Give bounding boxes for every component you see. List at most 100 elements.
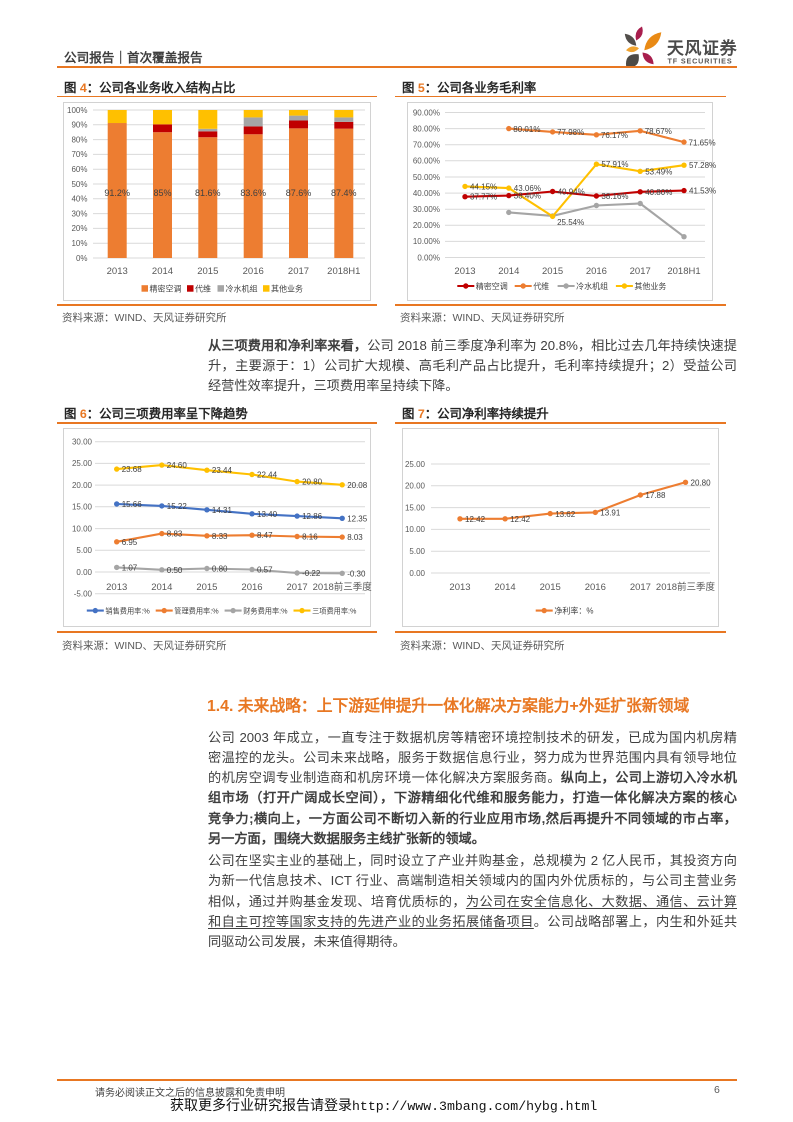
- svg-text:精密空调: 精密空调: [476, 281, 508, 291]
- svg-text:2013: 2013: [449, 582, 470, 593]
- svg-text:冷水机组: 冷水机组: [576, 281, 608, 291]
- svg-text:15.22: 15.22: [167, 502, 188, 511]
- svg-text:精密空调: 精密空调: [150, 283, 182, 293]
- svg-text:80.01%: 80.01%: [513, 125, 540, 134]
- svg-text:70.00%: 70.00%: [413, 141, 440, 150]
- svg-text:57.91%: 57.91%: [601, 160, 628, 169]
- svg-text:代维: 代维: [533, 281, 549, 291]
- svg-text:5.00: 5.00: [409, 547, 425, 556]
- svg-text:38.16%: 38.16%: [601, 192, 628, 201]
- svg-text:20.00: 20.00: [405, 482, 426, 491]
- svg-text:8.03: 8.03: [347, 533, 363, 542]
- svg-text:2013: 2013: [107, 266, 128, 277]
- svg-text:2015: 2015: [196, 582, 217, 593]
- svg-text:81.6%: 81.6%: [195, 188, 221, 198]
- svg-text:2017: 2017: [630, 582, 651, 593]
- svg-text:2014: 2014: [152, 266, 173, 277]
- svg-text:代维: 代维: [195, 283, 211, 293]
- svg-text:77.98%: 77.98%: [557, 128, 584, 137]
- svg-text:2017: 2017: [287, 582, 308, 593]
- svg-text:-0.22: -0.22: [302, 569, 321, 578]
- svg-text:40.94%: 40.94%: [558, 188, 585, 197]
- svg-text:2016: 2016: [243, 266, 264, 277]
- svg-text:8.83: 8.83: [167, 530, 183, 539]
- svg-text:2016: 2016: [585, 582, 606, 593]
- svg-text:100%: 100%: [67, 106, 87, 115]
- svg-text:12.42: 12.42: [510, 515, 531, 524]
- svg-text:2013: 2013: [454, 266, 475, 277]
- svg-text:-0.30: -0.30: [347, 569, 366, 578]
- svg-text:8.33: 8.33: [212, 532, 228, 541]
- svg-text:91.2%: 91.2%: [104, 188, 130, 198]
- svg-text:2014: 2014: [151, 582, 172, 593]
- svg-text:15.00: 15.00: [72, 503, 93, 512]
- svg-text:财务费用率:%: 财务费用率:%: [243, 607, 288, 616]
- svg-text:2015: 2015: [542, 266, 563, 277]
- svg-text:20.08: 20.08: [347, 481, 368, 490]
- svg-text:57.28%: 57.28%: [689, 161, 716, 170]
- svg-text:2013: 2013: [106, 582, 127, 593]
- svg-text:87.4%: 87.4%: [331, 188, 357, 198]
- svg-text:14.31: 14.31: [212, 506, 233, 515]
- svg-text:10%: 10%: [71, 239, 87, 248]
- svg-text:17.88: 17.88: [645, 491, 666, 500]
- svg-text:20.00%: 20.00%: [413, 221, 440, 230]
- svg-text:2017: 2017: [288, 266, 309, 277]
- svg-text:0.00: 0.00: [409, 569, 425, 578]
- svg-text:销售费用率:%: 销售费用率:%: [105, 607, 150, 616]
- svg-text:22.44: 22.44: [257, 471, 278, 480]
- svg-text:25.54%: 25.54%: [557, 218, 584, 227]
- svg-text:80.00%: 80.00%: [413, 124, 440, 133]
- svg-text:76.17%: 76.17%: [601, 131, 628, 140]
- svg-text:8.47: 8.47: [257, 531, 273, 540]
- svg-text:40.00%: 40.00%: [413, 189, 440, 198]
- svg-text:0.57: 0.57: [257, 566, 273, 575]
- svg-text:60%: 60%: [71, 165, 87, 174]
- svg-text:天风证券: 天风证券: [667, 38, 738, 58]
- svg-text:87.6%: 87.6%: [286, 188, 312, 198]
- svg-text:净利率：%: 净利率：%: [554, 606, 593, 616]
- svg-text:13.91: 13.91: [600, 509, 621, 518]
- svg-text:6.95: 6.95: [122, 538, 138, 547]
- svg-text:23.68: 23.68: [122, 465, 143, 474]
- svg-text:0.80: 0.80: [212, 565, 228, 574]
- svg-text:20.80: 20.80: [302, 478, 323, 487]
- svg-text:50.00%: 50.00%: [413, 173, 440, 182]
- svg-text:23.44: 23.44: [212, 466, 233, 475]
- svg-text:-5.00: -5.00: [74, 590, 93, 599]
- svg-text:管理费用率:%: 管理费用率:%: [174, 607, 219, 616]
- svg-text:71.65%: 71.65%: [689, 138, 716, 147]
- svg-text:0%: 0%: [76, 254, 88, 263]
- svg-text:2014: 2014: [495, 582, 516, 593]
- svg-text:12.86: 12.86: [302, 512, 323, 521]
- svg-text:70%: 70%: [71, 150, 87, 159]
- svg-text:20%: 20%: [71, 224, 87, 233]
- svg-text:TF SECURITIES: TF SECURITIES: [668, 57, 733, 66]
- svg-text:53.49%: 53.49%: [645, 167, 672, 176]
- svg-text:90.00%: 90.00%: [413, 108, 440, 117]
- svg-text:其他业务: 其他业务: [271, 283, 303, 293]
- svg-text:冷水机组: 冷水机组: [226, 283, 258, 293]
- svg-text:2018前三季度: 2018前三季度: [313, 581, 373, 593]
- svg-text:85%: 85%: [153, 188, 171, 198]
- svg-text:78.67%: 78.67%: [645, 127, 672, 136]
- svg-text:2016: 2016: [241, 582, 262, 593]
- svg-text:1.07: 1.07: [122, 563, 138, 572]
- svg-text:0.00: 0.00: [76, 568, 92, 577]
- svg-text:30%: 30%: [71, 209, 87, 218]
- svg-text:13.40: 13.40: [257, 510, 278, 519]
- svg-text:三项费用率:%: 三项费用率:%: [312, 607, 357, 616]
- svg-text:5.00: 5.00: [76, 546, 92, 555]
- svg-text:24.60: 24.60: [167, 461, 188, 470]
- svg-text:44.15%: 44.15%: [470, 182, 497, 191]
- svg-text:2017: 2017: [630, 266, 651, 277]
- svg-text:10.00: 10.00: [405, 525, 426, 534]
- svg-text:0.00%: 0.00%: [417, 253, 440, 262]
- svg-text:38.40%: 38.40%: [514, 192, 541, 201]
- svg-text:2016: 2016: [586, 266, 607, 277]
- svg-text:41.53%: 41.53%: [689, 187, 716, 196]
- svg-text:2018H1: 2018H1: [667, 266, 700, 277]
- svg-text:80%: 80%: [71, 135, 87, 144]
- svg-text:30.00: 30.00: [72, 438, 93, 447]
- svg-text:40%: 40%: [71, 195, 87, 204]
